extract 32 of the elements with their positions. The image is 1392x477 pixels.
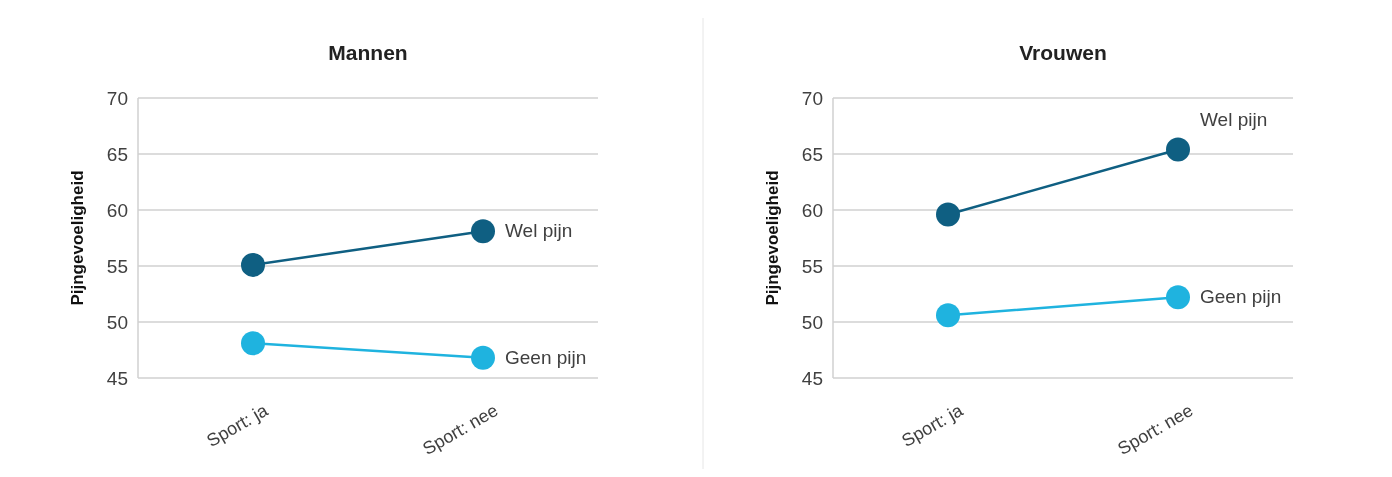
y-tick-label: 65 xyxy=(106,143,128,165)
point xyxy=(241,252,265,277)
series-label: Wel pijn xyxy=(1200,108,1268,130)
chart-title: Mannen xyxy=(328,41,408,64)
point xyxy=(1166,137,1190,162)
y-tick-label: 70 xyxy=(801,87,823,109)
y-tick-label: 55 xyxy=(801,255,823,277)
point xyxy=(936,202,960,227)
y-tick-label: 45 xyxy=(106,367,128,389)
point xyxy=(936,303,960,328)
y-tick-label: 60 xyxy=(801,199,823,221)
y-tick-label: 60 xyxy=(106,199,128,221)
y-axis-title: Pijngevoeligheid xyxy=(68,170,87,306)
y-tick-label: 55 xyxy=(106,255,128,277)
point xyxy=(241,331,265,356)
x-tick-label: Sport: ja xyxy=(203,399,273,451)
y-tick-label: 50 xyxy=(106,311,128,333)
x-tick-label: Sport: nee xyxy=(419,400,502,459)
chart-title: Vrouwen xyxy=(1019,41,1107,64)
series-label: Geen pijn xyxy=(1200,286,1282,308)
point xyxy=(471,219,495,244)
y-tick-label: 70 xyxy=(106,87,128,109)
series-label: Wel pijn xyxy=(505,220,573,242)
x-tick-label: Sport: nee xyxy=(1114,400,1197,459)
point xyxy=(1166,285,1190,310)
point xyxy=(471,345,495,370)
series-label: Geen pijn xyxy=(505,346,587,368)
y-tick-label: 65 xyxy=(801,143,823,165)
x-tick-label: Sport: ja xyxy=(898,399,968,451)
y-tick-label: 45 xyxy=(801,367,823,389)
y-axis-title: Pijngevoeligheid xyxy=(763,170,782,306)
y-tick-label: 50 xyxy=(801,311,823,333)
